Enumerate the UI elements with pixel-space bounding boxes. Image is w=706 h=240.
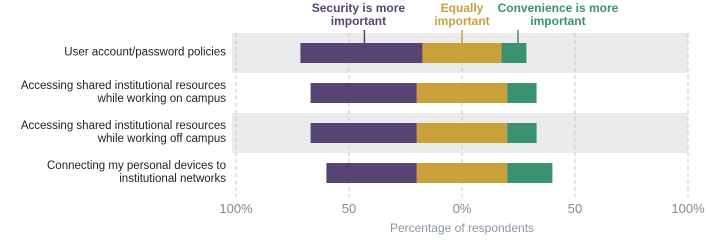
x-tick-label: 50 <box>568 201 582 216</box>
bar-segment <box>501 43 527 63</box>
legend-label: Equally important <box>434 1 490 28</box>
x-tick-label: 100% <box>219 201 253 216</box>
bar-segment <box>326 163 417 183</box>
bar-segment <box>507 163 553 183</box>
x-tick-label: 50 <box>342 201 356 216</box>
legend-label: Security is more important <box>311 1 406 28</box>
bar-segment <box>507 123 537 143</box>
category-label: Accessing shared institutional resources… <box>20 120 226 145</box>
bar-segment <box>507 83 537 103</box>
x-tick-label: 0% <box>453 201 472 216</box>
category-label: Connecting my personal devices to instit… <box>47 160 226 185</box>
bar-segment <box>416 123 508 143</box>
bar-segment <box>416 163 508 183</box>
category-label: Accessing shared institutional resources… <box>20 80 226 105</box>
x-tick-label: 100% <box>671 201 705 216</box>
bar-segment <box>300 43 423 63</box>
bar-segment <box>422 43 502 63</box>
bar-segment <box>310 83 417 103</box>
legend-label: Convenience is more important <box>497 1 619 28</box>
bar-segment <box>416 83 508 103</box>
x-axis-title: Percentage of respondents <box>390 221 534 235</box>
bar-segment <box>310 123 417 143</box>
category-label: User account/password policies <box>64 46 226 59</box>
